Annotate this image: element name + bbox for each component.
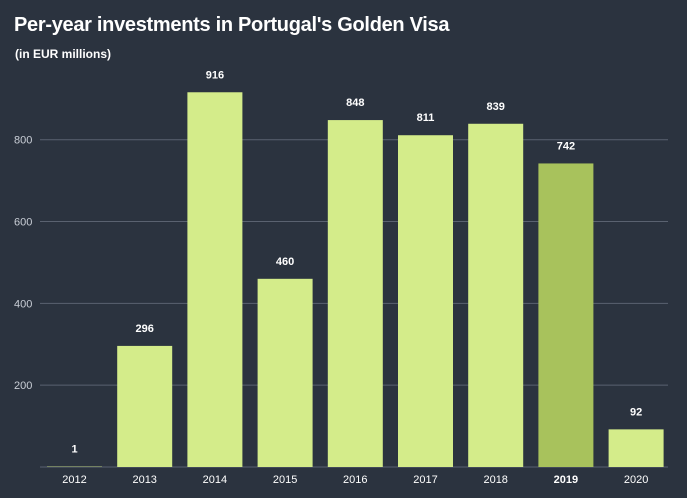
value-label-2012: 1 (71, 444, 77, 456)
category-label-2014: 2014 (203, 474, 227, 486)
value-label-2018: 839 (487, 101, 505, 113)
value-label-2016: 848 (346, 97, 364, 109)
value-label-2017: 811 (417, 112, 435, 124)
x-axis-labels: 2012 2013 2014 2015 2016 2017 2018 2019 2020 (62, 474, 648, 486)
y-tick-label: 200 (14, 380, 32, 392)
value-label-2020: 92 (630, 406, 642, 418)
y-tick-label: 600 (14, 217, 32, 229)
bar-2013 (117, 345, 173, 467)
y-tick-label: 800 (14, 135, 32, 147)
category-label-2019: 2019 (554, 474, 578, 486)
bar-2020 (608, 429, 664, 467)
category-label-2020: 2020 (624, 474, 648, 486)
category-label-2013: 2013 (132, 474, 156, 486)
bars (47, 92, 664, 468)
y-axis-ticks: 200 400 600 800 (14, 135, 32, 392)
chart-title: Per-year investments in Portugal's Golde… (14, 14, 450, 36)
bar-2017 (398, 135, 453, 467)
category-label-2016: 2016 (343, 474, 367, 486)
bar-2019 (538, 163, 594, 467)
bar-2015 (257, 278, 313, 467)
bar-2018 (468, 123, 524, 467)
y-tick-label: 400 (14, 298, 32, 310)
chart-subtitle: (in EUR millions) (15, 47, 111, 61)
value-label-2014: 916 (206, 69, 224, 81)
category-label-2018: 2018 (483, 474, 507, 486)
value-label-2015: 460 (276, 256, 294, 268)
value-labels: 1 296 916 460 848 811 839 742 92 (71, 69, 642, 455)
bar-2014 (187, 92, 243, 467)
value-label-2019: 742 (557, 140, 575, 152)
category-label-2015: 2015 (273, 474, 297, 486)
category-label-2012: 2012 (62, 474, 86, 486)
category-label-2017: 2017 (413, 474, 437, 486)
bar-2016 (327, 120, 383, 468)
value-label-2013: 296 (136, 323, 154, 335)
